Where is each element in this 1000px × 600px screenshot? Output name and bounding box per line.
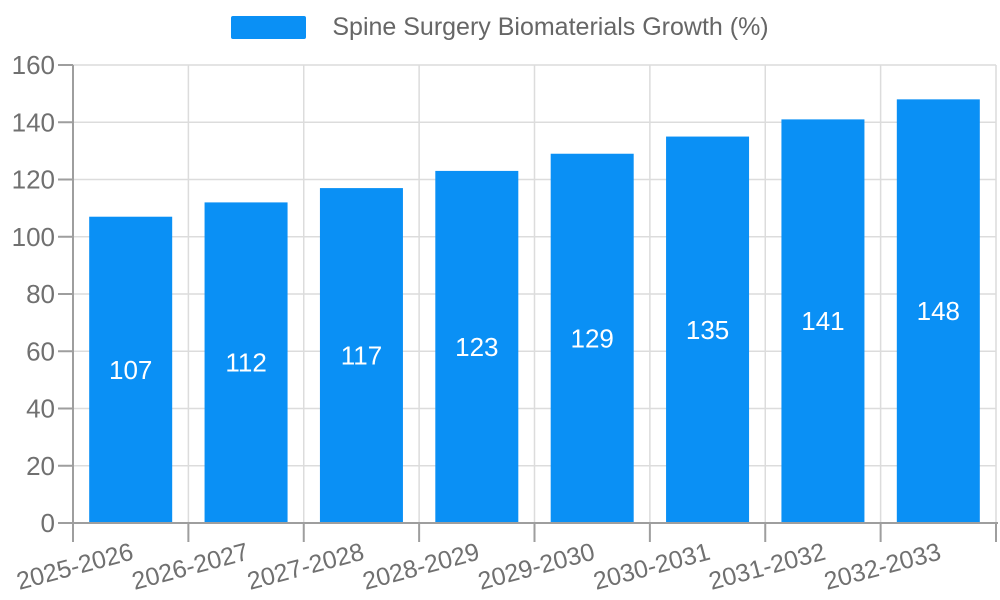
x-axis-tick-label: 2027-2028: [244, 538, 367, 596]
y-axis-tick-label: 140: [12, 107, 55, 137]
legend-item[interactable]: Spine Surgery Biomaterials Growth (%): [231, 13, 769, 41]
bar-value-label: 135: [686, 315, 729, 345]
x-axis-tick-label: 2029-2030: [475, 538, 598, 596]
bar-value-label: 117: [341, 341, 382, 371]
x-axis-tick-label: 2031-2032: [706, 538, 829, 596]
y-axis-tick-label: 20: [26, 451, 55, 481]
y-axis-tick-label: 0: [41, 508, 55, 538]
x-axis-tick-label: 2028-2029: [360, 538, 483, 596]
bar-2031-2032[interactable]: [781, 119, 865, 523]
x-axis-tick-label: 2030-2031: [590, 538, 713, 596]
bar-value-label: 129: [570, 323, 613, 353]
legend: Spine Surgery Biomaterials Growth (%): [0, 14, 1000, 41]
bar-value-label: 141: [801, 306, 844, 336]
bar-value-label: 112: [225, 348, 266, 378]
bar-2027-2028[interactable]: [319, 188, 403, 523]
legend-label: Spine Surgery Biomaterials Growth (%): [332, 13, 769, 41]
y-axis-tick-label: 100: [12, 222, 55, 252]
bar-value-label: 107: [109, 355, 152, 385]
bar-2025-2026[interactable]: [89, 216, 173, 523]
bar-value-label: 148: [917, 296, 960, 326]
y-axis-tick-label: 40: [26, 394, 55, 424]
y-axis-tick-label: 160: [12, 50, 55, 80]
bar-2030-2031[interactable]: [666, 136, 750, 523]
y-axis-tick-label: 80: [26, 279, 55, 309]
bar-2026-2027[interactable]: [204, 202, 288, 523]
y-axis-tick-label: 120: [12, 165, 55, 195]
x-axis-tick-label: 2032-2033: [821, 538, 944, 596]
bar-2032-2033[interactable]: [896, 99, 980, 523]
bar-2028-2029[interactable]: [435, 170, 519, 523]
x-axis-tick-label: 2025-2026: [14, 538, 137, 596]
legend-swatch-icon: [231, 16, 307, 39]
bar-value-label: 123: [455, 332, 498, 362]
x-axis-tick-label: 2026-2027: [129, 538, 252, 596]
y-axis-tick-label: 60: [26, 336, 55, 366]
bar-2029-2030[interactable]: [550, 153, 634, 524]
